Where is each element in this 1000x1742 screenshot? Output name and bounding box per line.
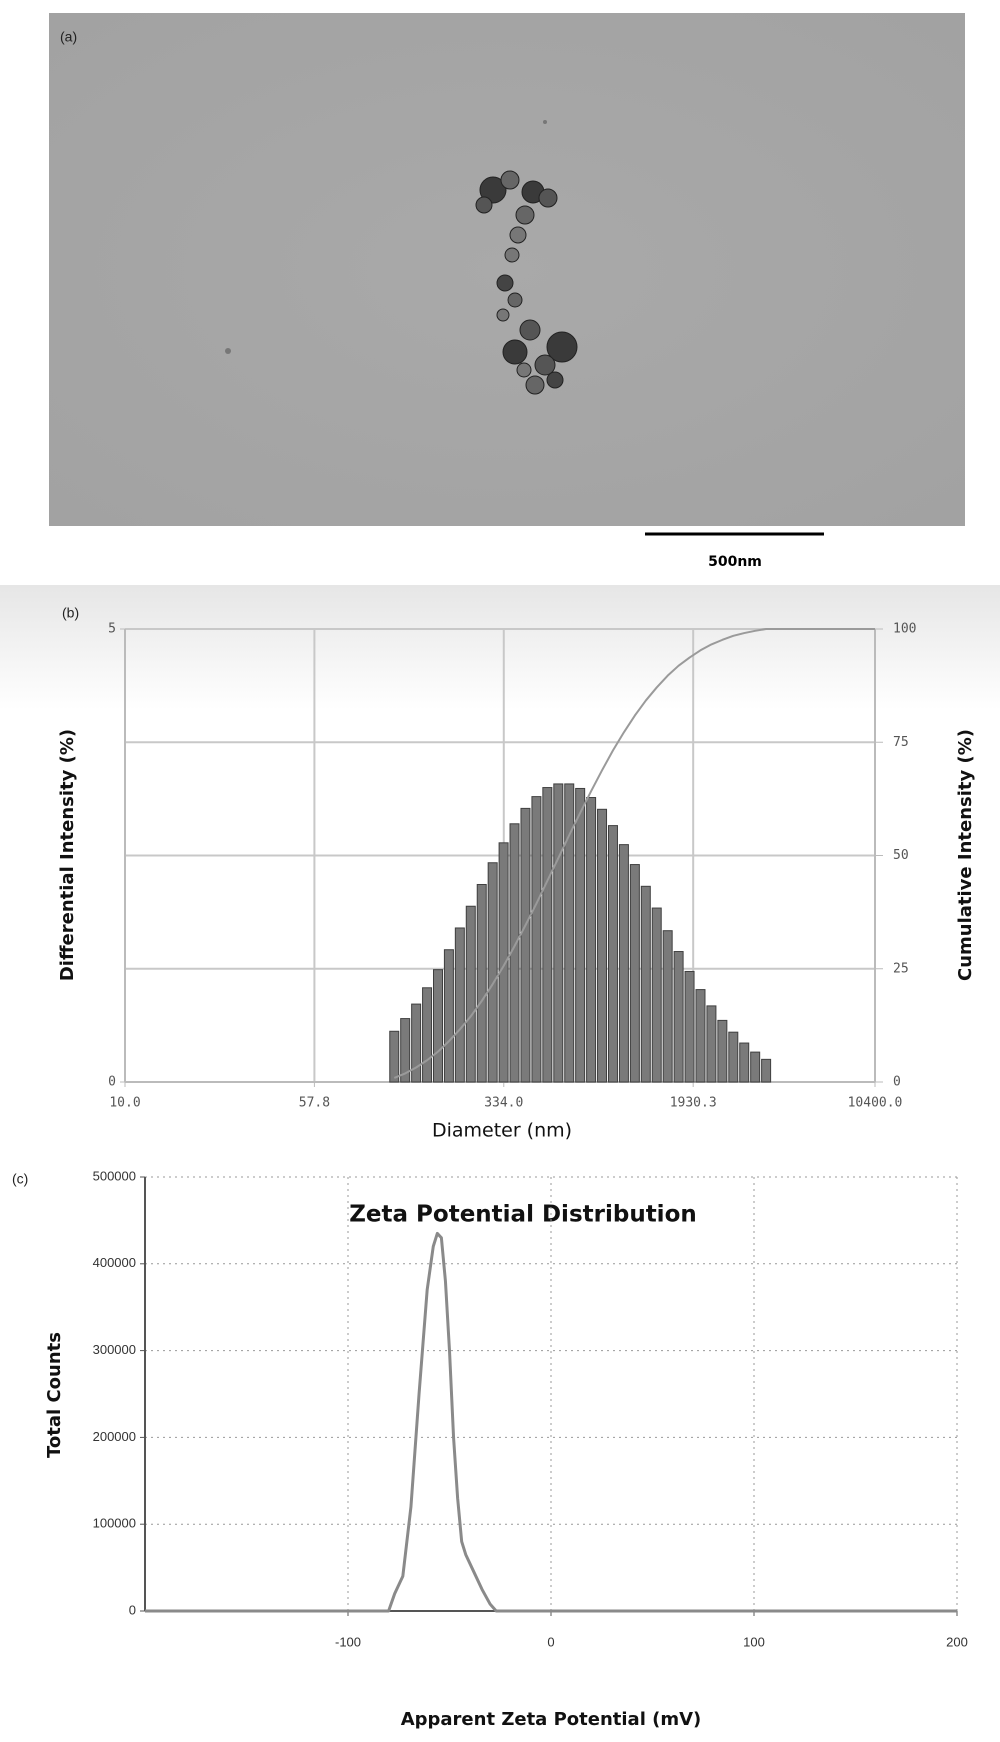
y2-tick-label: 75 xyxy=(893,735,909,750)
y-axis-title: Total Counts xyxy=(44,1332,65,1458)
y2-tick-label: 25 xyxy=(893,961,909,976)
bar xyxy=(695,989,706,1083)
y-tick-label: 5 xyxy=(108,622,116,637)
y2-tick-label: 50 xyxy=(893,848,909,863)
scale-bar-label: 500nm xyxy=(708,554,762,570)
bar xyxy=(389,1030,400,1083)
panel-label: (c) xyxy=(12,1171,28,1187)
bar xyxy=(750,1051,761,1083)
bar xyxy=(465,905,476,1083)
bar xyxy=(739,1042,750,1083)
data-line xyxy=(393,628,875,1079)
bar xyxy=(618,844,629,1083)
bar xyxy=(553,783,564,1083)
x-tick-label: 57.8 xyxy=(299,1096,330,1111)
x-axis-title: Diameter (nm) xyxy=(432,1120,572,1142)
bar xyxy=(761,1058,772,1083)
bar xyxy=(673,951,684,1083)
bar xyxy=(400,1018,411,1083)
bar xyxy=(422,987,433,1083)
bar xyxy=(498,842,509,1083)
y-tick-label: 400000 xyxy=(93,1255,136,1270)
bar xyxy=(662,930,673,1083)
y-tick-label: 300000 xyxy=(93,1342,136,1357)
bar xyxy=(411,1003,422,1083)
bar xyxy=(520,807,531,1083)
speck xyxy=(225,348,231,354)
micrograph xyxy=(49,13,965,526)
bar xyxy=(651,907,662,1083)
y-tick-label: 0 xyxy=(108,1075,116,1090)
bar xyxy=(575,787,586,1083)
x-tick-label: 1930.3 xyxy=(670,1096,717,1111)
bar xyxy=(542,787,553,1083)
bar xyxy=(717,1019,728,1083)
bar xyxy=(597,808,608,1083)
x-tick-label: -100 xyxy=(335,1634,361,1649)
x-tick-label: 10400.0 xyxy=(848,1096,903,1111)
bar xyxy=(443,949,454,1083)
bar xyxy=(531,796,542,1083)
x-axis-title: Apparent Zeta Potential (mV) xyxy=(401,1709,702,1730)
y2-axis-title: Cumulative Intensity (%) xyxy=(955,729,976,981)
chart-title: Zeta Potential Distribution xyxy=(349,1202,697,1228)
bar xyxy=(487,862,498,1083)
x-tick-label: 334.0 xyxy=(484,1096,523,1111)
y-tick-label: 200000 xyxy=(93,1429,136,1444)
bar xyxy=(706,1005,717,1083)
x-tick-label: 100 xyxy=(743,1634,765,1649)
x-tick-label: 10.0 xyxy=(109,1096,140,1111)
bar xyxy=(629,864,640,1083)
bar xyxy=(684,970,695,1083)
data-line xyxy=(145,1231,957,1613)
y-tick-label: 500000 xyxy=(93,1168,136,1183)
bar xyxy=(728,1031,739,1083)
x-tick-label: 200 xyxy=(946,1634,968,1649)
y-tick-label: 0 xyxy=(129,1602,136,1617)
panel-label: (a) xyxy=(60,29,77,45)
bar xyxy=(476,883,487,1083)
bar xyxy=(607,825,618,1083)
speck xyxy=(543,120,547,124)
y-tick-label: 100000 xyxy=(93,1516,136,1531)
bar xyxy=(454,927,465,1083)
x-tick-label: 0 xyxy=(547,1634,554,1649)
y2-tick-label: 100 xyxy=(893,622,916,637)
bar xyxy=(586,797,597,1083)
panel-background xyxy=(0,585,1000,710)
bar xyxy=(564,783,575,1083)
bar xyxy=(433,969,444,1083)
panel-label: (b) xyxy=(62,605,79,621)
y2-tick-label: 0 xyxy=(893,1075,901,1090)
bar xyxy=(640,885,651,1083)
y-axis-title: Differential Intensity (%) xyxy=(57,729,78,981)
particle-cluster xyxy=(475,170,578,395)
